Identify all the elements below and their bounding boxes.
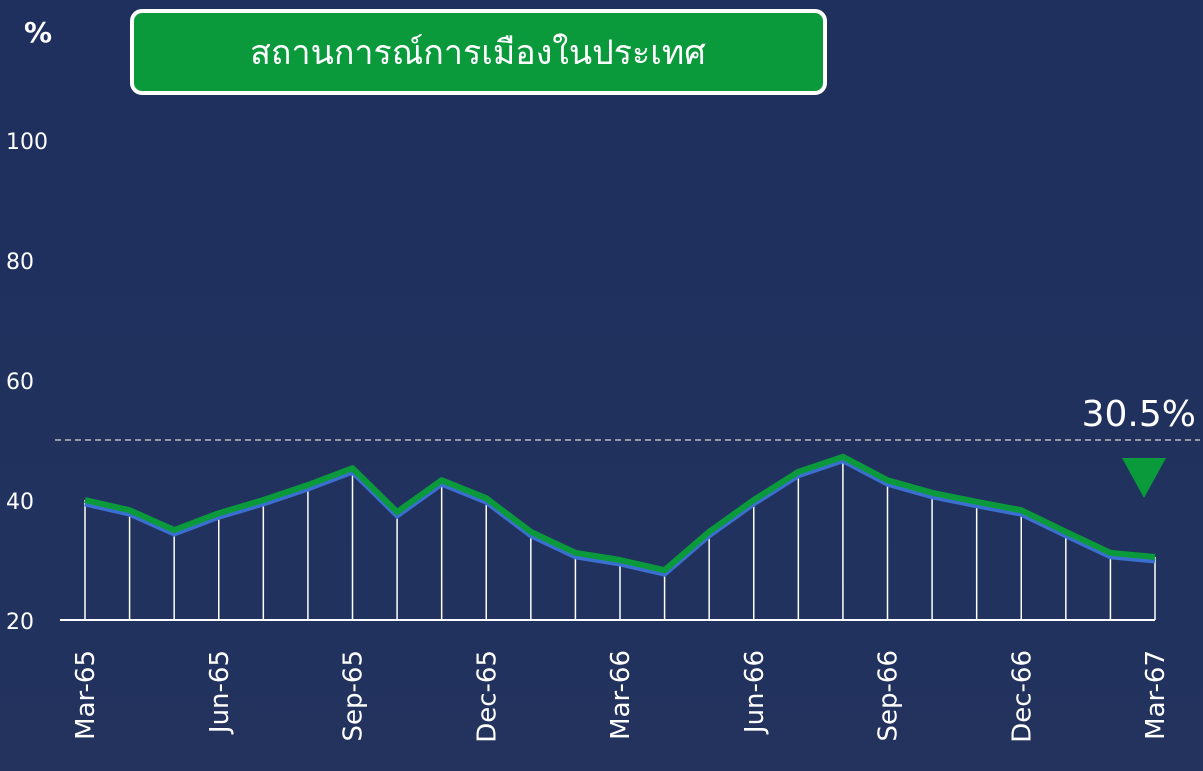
x-tick-label: Dec-66	[1007, 650, 1037, 743]
x-tick-label: Jun-66	[740, 650, 770, 735]
y-tick-label: 100	[6, 130, 48, 155]
x-tick-label: Dec-65	[472, 650, 502, 743]
x-tick-label: Sep-65	[339, 650, 369, 741]
x-tick-label: Mar-65	[71, 650, 101, 740]
x-tick-label: Sep-66	[874, 650, 904, 741]
x-tick-label: Mar-66	[606, 650, 636, 740]
y-tick-label: 80	[6, 250, 34, 275]
annotation: 30.5%	[1082, 394, 1196, 435]
y-tick-label: 40	[6, 490, 34, 515]
y-axis-label: %	[24, 16, 52, 49]
chart-title: สถานการณ์การเมืองในประเทศ	[250, 33, 706, 73]
y-tick-label: 60	[6, 370, 34, 395]
x-tick-label: Jun-65	[205, 650, 235, 735]
chart: สถานการณ์การเมืองในประเทศ % 20 40 60 80 100 M…	[0, 0, 1203, 771]
y-tick-label: 20	[6, 610, 34, 635]
x-tick-label: Mar-67	[1141, 650, 1171, 740]
